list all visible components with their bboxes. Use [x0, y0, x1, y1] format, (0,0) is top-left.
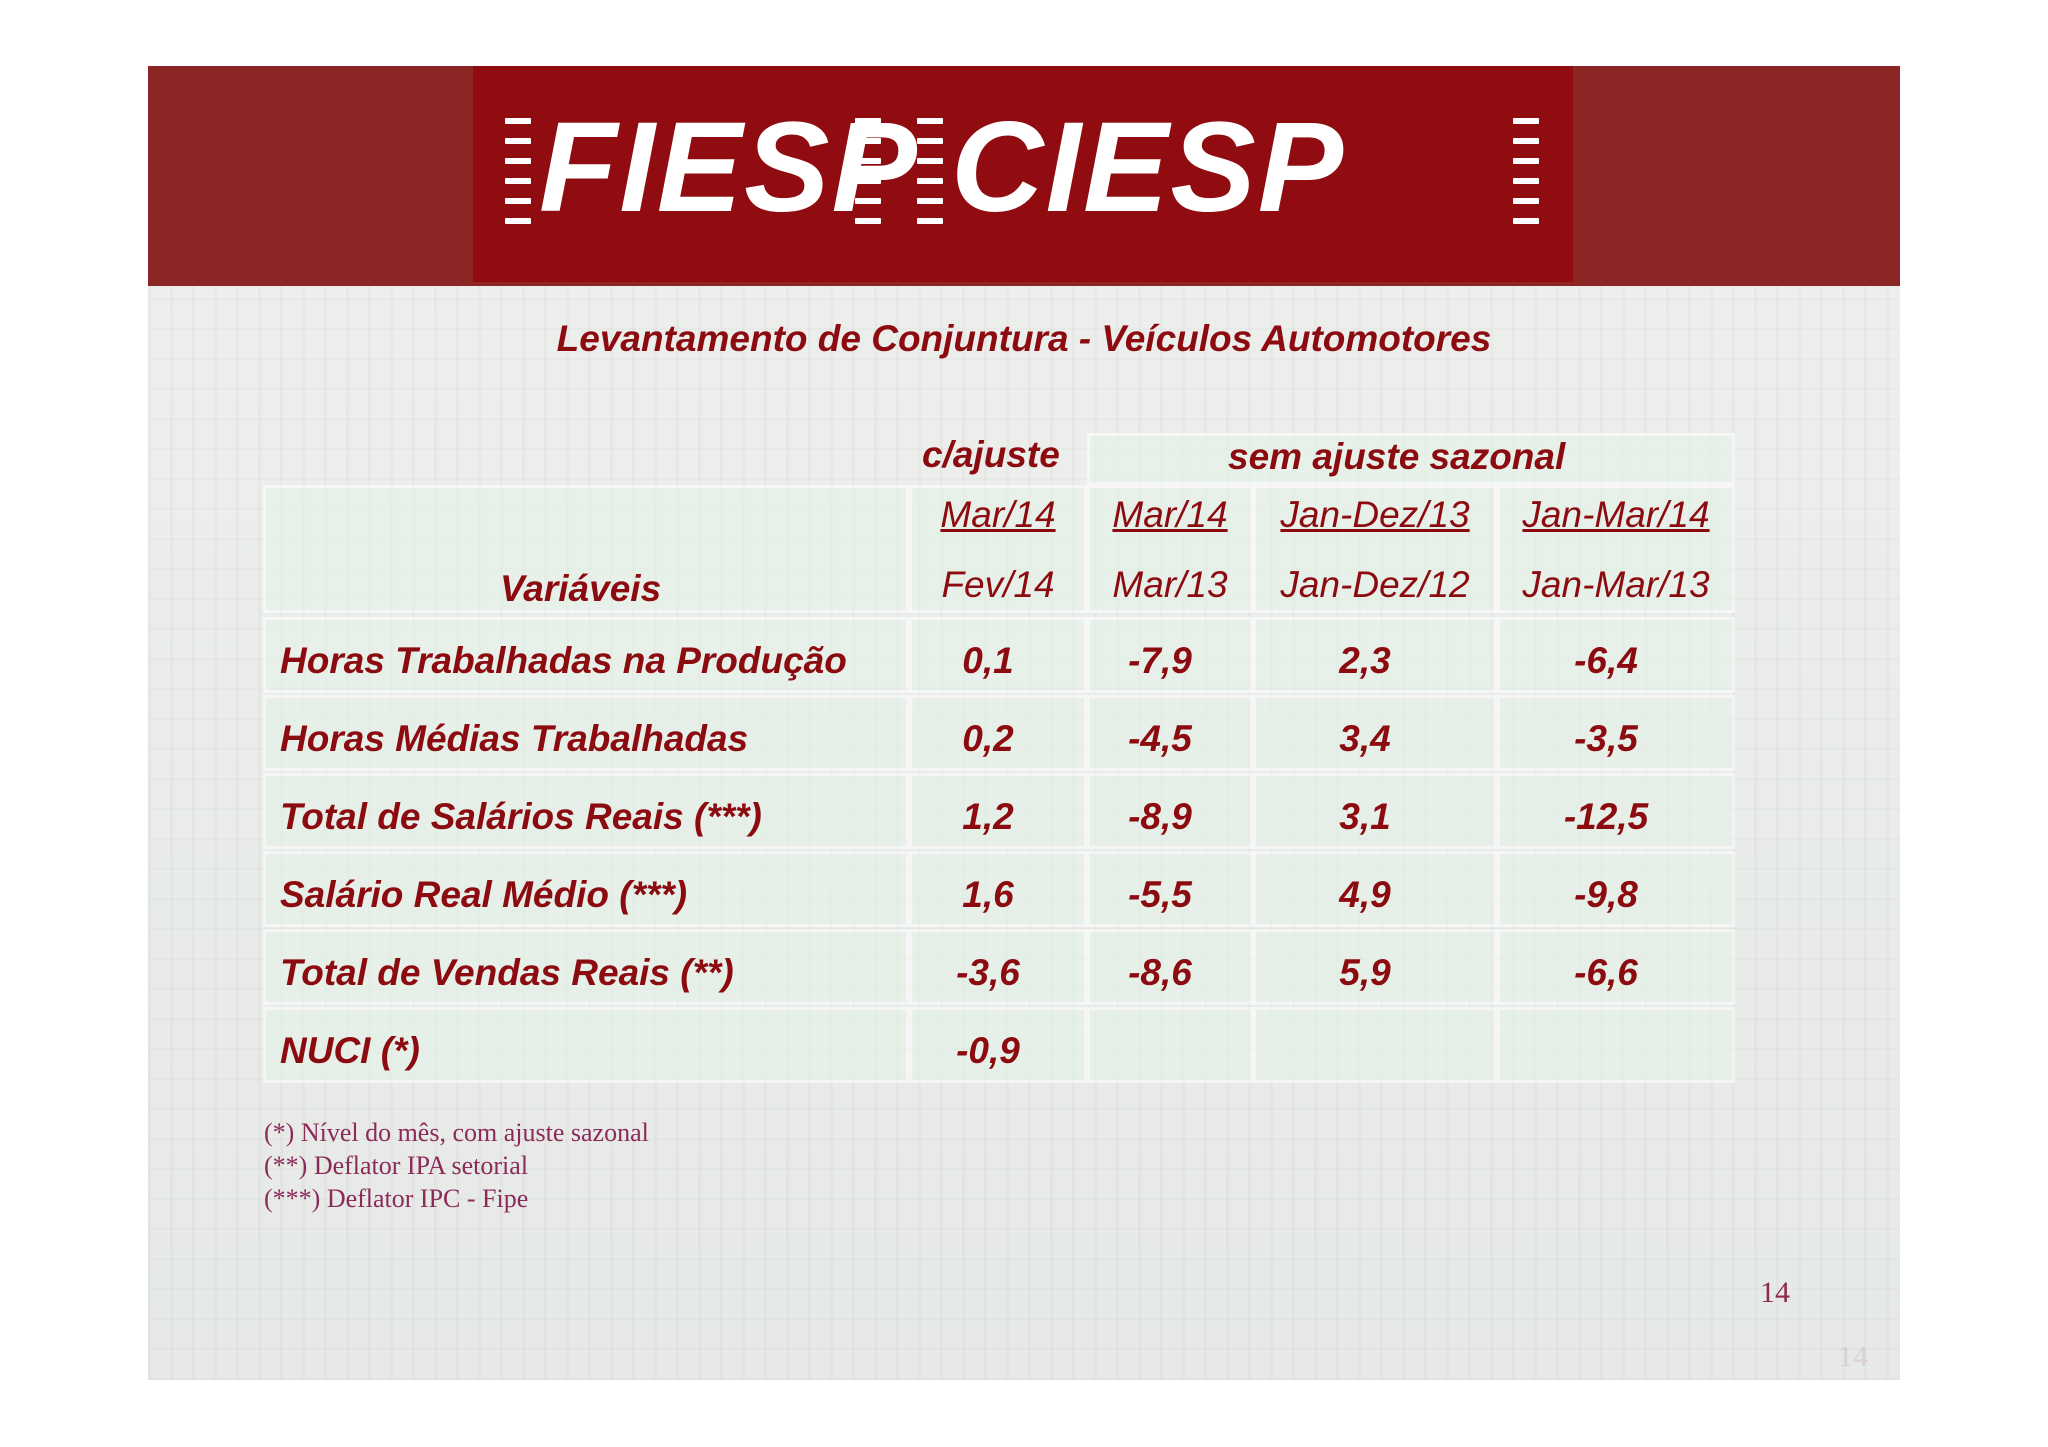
- table-value: -6,6: [1574, 952, 1638, 993]
- table-cell: [1256, 1010, 1494, 1080]
- table-value: 3,1: [1339, 796, 1391, 837]
- column-header-bottom: Jan-Dez/12: [1280, 564, 1470, 605]
- table-cell: [1256, 854, 1494, 924]
- column-header-top: Jan-Dez/13: [1280, 494, 1470, 535]
- table-cell: [1090, 776, 1250, 846]
- page-title: Levantamento de Conjuntura - Veículos Au…: [556, 318, 1492, 359]
- table-row-label: Total de Vendas Reais (**): [280, 952, 734, 993]
- footnote-1: (*) Nível do mês, com ajuste sazonal: [264, 1118, 649, 1147]
- table-cell: [1256, 698, 1494, 768]
- table-cell: [912, 854, 1084, 924]
- footnote-3: (***) Deflator IPC - Fipe: [264, 1184, 529, 1213]
- table-cell: [1256, 620, 1494, 690]
- table-cell: [1500, 620, 1732, 690]
- table-row-label: Total de Salários Reais (***): [280, 796, 762, 837]
- logo-block: FIESP CIESP: [473, 66, 1573, 282]
- table-row-label: Horas Trabalhadas na Produção: [280, 640, 847, 681]
- group-header-adjusted: c/ajuste: [922, 434, 1060, 475]
- table-value: 1,2: [962, 796, 1014, 837]
- header-cell: [266, 488, 906, 610]
- table-value: -12,5: [1563, 796, 1649, 837]
- table-row-label-cell: [266, 854, 906, 924]
- group-header-unadjusted: sem ajuste sazonal: [1228, 436, 1566, 477]
- table-cell: [1090, 620, 1250, 690]
- table-row-label-cell: [266, 932, 906, 1002]
- column-header-top: Jan-Mar/14: [1522, 494, 1710, 535]
- table-cell: [1256, 932, 1494, 1002]
- group-cell: [1090, 436, 1732, 482]
- table-cell: [912, 776, 1084, 846]
- fiesp-logo: FIESP: [539, 96, 919, 239]
- header-cell: [1090, 488, 1250, 610]
- table-row-label: NUCI (*): [280, 1030, 420, 1071]
- header-cell: [1500, 488, 1732, 610]
- table-value: 3,4: [1339, 718, 1391, 759]
- table-cell: [1500, 776, 1732, 846]
- table-value: 0,1: [962, 640, 1014, 681]
- table-cell: [1256, 776, 1494, 846]
- table-cell: [912, 932, 1084, 1002]
- table-value: -3,6: [956, 952, 1020, 993]
- table-cell: [1090, 932, 1250, 1002]
- table-cell: [1500, 1010, 1732, 1080]
- table-value: -9,8: [1574, 874, 1638, 915]
- variables-label: Variáveis: [500, 568, 662, 609]
- table-row-label-cell: [266, 776, 906, 846]
- table-value: -5,5: [1128, 874, 1192, 915]
- table-cell: [1090, 854, 1250, 924]
- table-cell: [912, 620, 1084, 690]
- table-value: 4,9: [1339, 874, 1391, 915]
- table-row-label-cell: [266, 620, 906, 690]
- table-cell: [1500, 698, 1732, 768]
- table-cell: [1090, 1010, 1250, 1080]
- logo-stripes-icon: [917, 118, 943, 238]
- table-row-label: Horas Médias Trabalhadas: [280, 718, 749, 759]
- table-value: -7,9: [1128, 640, 1192, 681]
- table-value: 0,2: [962, 718, 1014, 759]
- table-row-label-cell: [266, 698, 906, 768]
- column-header-top: Mar/14: [1112, 494, 1228, 535]
- column-header-bottom: Fev/14: [941, 564, 1055, 605]
- column-header-bottom: Jan-Mar/13: [1522, 564, 1710, 605]
- page-number: 14: [1760, 1276, 1790, 1309]
- table-cell: [1500, 932, 1732, 1002]
- table-value: -3,5: [1574, 718, 1638, 759]
- logo-stripes-icon: [855, 118, 881, 238]
- header-cell: [1256, 488, 1494, 610]
- table-row-label-cell: [266, 1010, 906, 1080]
- header-cell: [912, 488, 1084, 610]
- column-header-bottom: Mar/13: [1112, 564, 1228, 605]
- table-value: -8,6: [1128, 952, 1192, 993]
- table-value: -0,9: [956, 1030, 1020, 1071]
- table-value: -6,4: [1574, 640, 1638, 681]
- table-value: 1,6: [962, 874, 1014, 915]
- table-cell: [1500, 854, 1732, 924]
- table-cell: [912, 698, 1084, 768]
- table-row-label: Salário Real Médio (***): [280, 874, 688, 915]
- table-value: 2,3: [1339, 640, 1391, 681]
- page-number-watermark: 14: [1838, 1340, 1868, 1373]
- table-cell: [1090, 698, 1250, 768]
- table-value: -8,9: [1128, 796, 1192, 837]
- table-value: 5,9: [1339, 952, 1391, 993]
- column-header-top: Mar/14: [940, 494, 1056, 535]
- ciesp-logo: CIESP: [951, 96, 1346, 239]
- logo-stripes-icon: [1513, 118, 1539, 238]
- footnote-2: (**) Deflator IPA setorial: [264, 1151, 529, 1180]
- table-value: -4,5: [1128, 718, 1192, 759]
- logo-stripes-icon: [505, 118, 531, 238]
- table-cell: [912, 1010, 1084, 1080]
